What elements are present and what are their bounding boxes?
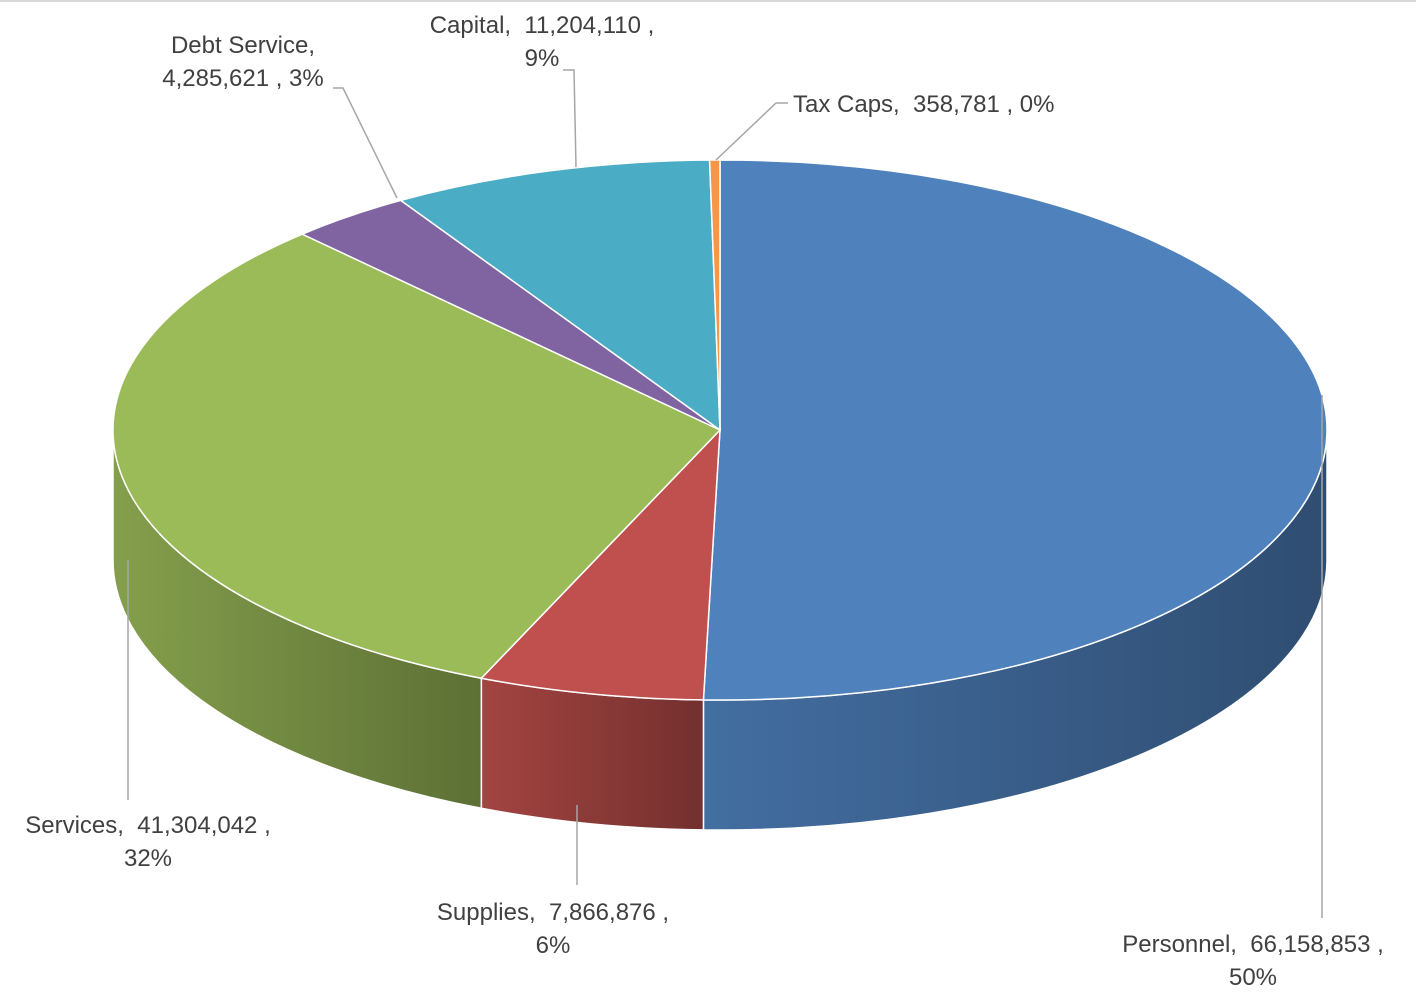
pie-side-supplies — [480, 677, 705, 831]
pie-slice-tax-caps — [708, 159, 721, 431]
data-label-capital-line-2: 9% — [525, 45, 560, 72]
data-label-debt-service-line-1: Debt Service, — [171, 32, 315, 59]
pie-slice-services — [112, 233, 722, 680]
data-label-services-line-2: 32% — [124, 845, 172, 872]
data-label-supplies-line-1: Supplies, 7,866,876 , — [437, 899, 669, 926]
data-label-debt-service-line-2: 4,285,621 , 3% — [162, 65, 323, 92]
data-label-services-line-1: Services, 41,304,042 , — [25, 812, 270, 839]
pie-slice-supplies — [479, 428, 721, 701]
leader-line-capital — [563, 69, 577, 168]
data-labels-layer: Personnel, 66,158,853 , 50% Supplies, 7,86… — [25, 12, 1384, 991]
data-label-capital-line-1: Capital, 11,204,110 , — [430, 12, 655, 39]
pie-top-layer — [112, 159, 1328, 701]
data-label-personnel-line-1: Personnel, 66,158,853 , — [1122, 931, 1384, 958]
leader-lines-layer — [127, 69, 1323, 918]
data-label-capital: Capital, 11,204,110 , 9% — [430, 12, 655, 72]
data-label-tax-caps-line-1: Tax Caps, 358,781 , 0% — [793, 91, 1055, 118]
data-label-personnel-line-2: 50% — [1229, 964, 1277, 990]
pie-slice-capital — [399, 159, 721, 432]
data-label-supplies-line-2: 6% — [536, 932, 571, 959]
data-label-tax-caps: Tax Caps, 358,781 , 0% — [793, 91, 1055, 118]
leader-line-debt-service — [333, 87, 398, 199]
data-label-personnel: Personnel, 66,158,853 , 50% — [1122, 931, 1384, 990]
leader-line-tax-caps — [715, 102, 788, 161]
data-label-supplies: Supplies, 7,866,876 , 6% — [437, 899, 669, 959]
chart-border-top — [0, 0, 1416, 2]
pie-side-layer — [112, 429, 1328, 831]
pie-slice-personnel — [702, 159, 1328, 701]
data-label-debt-service: Debt Service, 4,285,621 , 3% — [162, 32, 323, 92]
data-label-services: Services, 41,304,042 , 32% — [25, 812, 270, 872]
